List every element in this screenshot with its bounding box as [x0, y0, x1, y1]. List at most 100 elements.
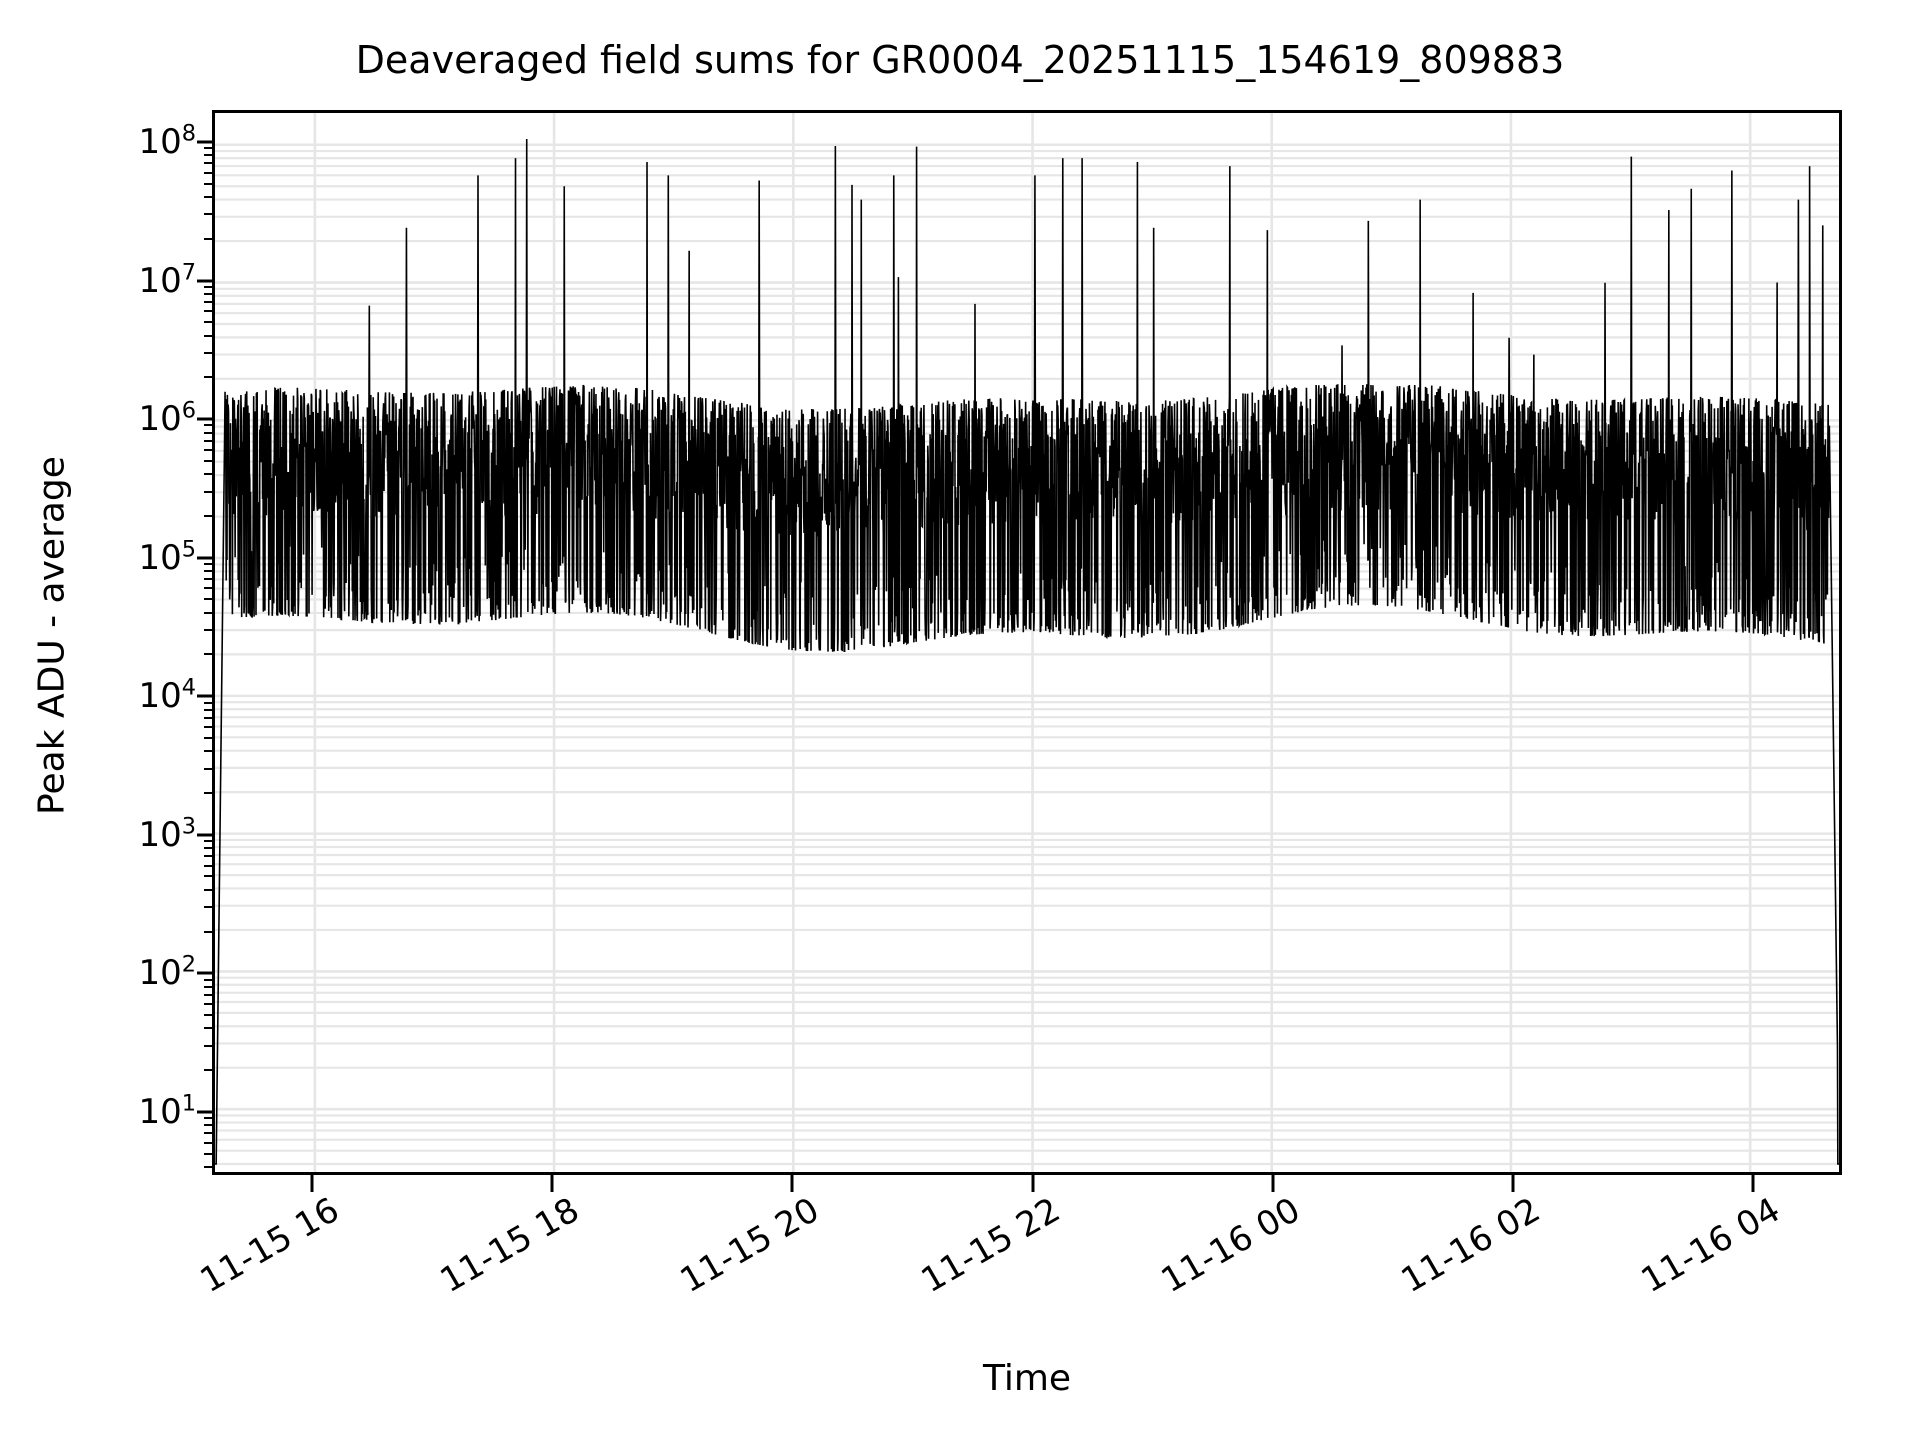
y-tick-minor: [204, 300, 214, 303]
y-tick-minor: [204, 1141, 214, 1144]
y-tick-major: [197, 417, 214, 421]
plot-area: [212, 110, 1842, 1175]
y-tick-minor: [204, 439, 214, 442]
y-tick-minor: [204, 376, 214, 379]
y-tick-minor: [204, 864, 214, 867]
y-tick-minor: [204, 213, 214, 216]
x-tick-label: 11-16 00: [1154, 1190, 1307, 1302]
x-axis-label: Time: [982, 1358, 1072, 1399]
y-tick-minor: [204, 906, 214, 909]
y-tick-major: [197, 556, 214, 560]
x-tick-label: 11-15 20: [673, 1190, 827, 1302]
x-tick-major: [1511, 1175, 1515, 1192]
y-tick-minor: [204, 1027, 214, 1030]
y-tick-minor: [204, 701, 214, 704]
y-axis-tick-labels: 108 107 106 105 104 103 102 101: [0, 110, 196, 1175]
y-tick-minor: [204, 424, 214, 427]
y-tick-minor: [204, 1132, 214, 1135]
y-tick-minor: [204, 1044, 214, 1047]
x-tick-major: [550, 1175, 554, 1192]
y-tick-minor: [204, 285, 214, 288]
x-axis-tick-marks: [212, 1175, 1842, 1193]
y-tick-minor: [204, 840, 214, 843]
y-tick-minor: [204, 629, 214, 631]
y-tick-minor: [204, 708, 214, 711]
x-tick-label: 11-15 18: [433, 1190, 587, 1302]
y-tick-minor: [204, 171, 214, 174]
y-tick-label: 101: [138, 1090, 196, 1132]
x-tick-major: [1271, 1175, 1275, 1192]
y-axis-tick-marks: [196, 110, 214, 1175]
y-tick-minor: [204, 611, 214, 614]
y-tick-major: [197, 279, 214, 282]
y-tick-minor: [204, 767, 214, 770]
y-tick-minor: [204, 321, 214, 324]
x-tick-label: 11-16 04: [1634, 1190, 1787, 1302]
y-tick-label: 107: [138, 259, 196, 301]
y-tick-minor: [204, 182, 214, 185]
y-tick-minor: [204, 562, 214, 565]
y-tick-minor: [204, 598, 214, 601]
y-tick-minor: [204, 978, 214, 981]
y-tick-minor: [204, 351, 214, 354]
y-tick-minor: [204, 875, 214, 878]
y-tick-minor: [204, 578, 214, 581]
y-tick-minor: [204, 570, 214, 572]
y-tick-minor: [204, 1124, 214, 1127]
y-tick-minor: [204, 237, 214, 240]
y-tick-minor: [204, 1152, 214, 1155]
y-tick-minor: [204, 855, 214, 858]
y-tick-minor: [204, 162, 214, 165]
x-tick-major: [1751, 1175, 1755, 1192]
y-tick-minor: [204, 1014, 214, 1016]
y-tick-minor: [204, 154, 214, 157]
x-axis-tick-labels: 11-15 16 11-15 18 11-15 20 11-15 22 11-16 00…: [194, 1190, 1842, 1340]
y-tick-minor: [204, 292, 214, 295]
y-tick-minor: [204, 147, 214, 150]
x-tick-label: 11-15 22: [914, 1190, 1067, 1302]
y-tick-minor: [204, 750, 214, 753]
x-tick-major: [310, 1175, 314, 1192]
y-tick-minor: [204, 459, 214, 462]
y-tick-major: [197, 833, 214, 837]
y-tick-minor: [204, 1003, 214, 1005]
y-tick-minor: [204, 196, 214, 199]
x-tick-label: 11-15 16: [193, 1190, 347, 1302]
y-tick-major: [197, 694, 214, 698]
y-tick-minor: [204, 993, 214, 996]
y-tick-minor: [204, 1166, 214, 1168]
y-tick-minor: [204, 716, 214, 719]
y-tick-minor: [204, 490, 214, 493]
x-tick-major: [1031, 1175, 1034, 1192]
y-tick-minor: [204, 448, 214, 451]
y-tick-label: 106: [138, 397, 196, 439]
y-tick-minor: [204, 1069, 214, 1072]
y-tick-major: [197, 971, 214, 975]
y-tick-major: [197, 1110, 214, 1114]
y-tick-minor: [204, 725, 214, 728]
y-tick-minor: [204, 985, 214, 988]
data-series-line: [215, 139, 1839, 1165]
y-tick-minor: [204, 514, 214, 517]
y-tick-minor: [204, 847, 214, 850]
y-tick-minor: [204, 1117, 214, 1120]
y-tick-minor: [204, 930, 214, 933]
y-tick-minor: [204, 310, 214, 313]
y-tick-label: 108: [138, 120, 196, 162]
y-tick-major: [197, 140, 214, 144]
y-tick-minor: [204, 653, 214, 656]
y-tick-minor: [204, 334, 214, 337]
y-tick-minor: [204, 587, 214, 590]
y-tick-label: 104: [138, 674, 196, 717]
y-tick-label: 105: [138, 536, 196, 578]
y-tick-minor: [204, 473, 214, 476]
y-tick-minor: [204, 431, 214, 434]
x-tick-label: 11-16 02: [1394, 1190, 1547, 1302]
y-tick-minor: [204, 792, 214, 794]
y-tick-minor: [204, 888, 214, 891]
x-tick-major: [790, 1175, 794, 1192]
page-title: Deaveraged field sums for GR0004_2025111…: [355, 38, 1565, 82]
y-tick-label: 102: [138, 951, 196, 994]
y-tick-minor: [204, 736, 214, 739]
